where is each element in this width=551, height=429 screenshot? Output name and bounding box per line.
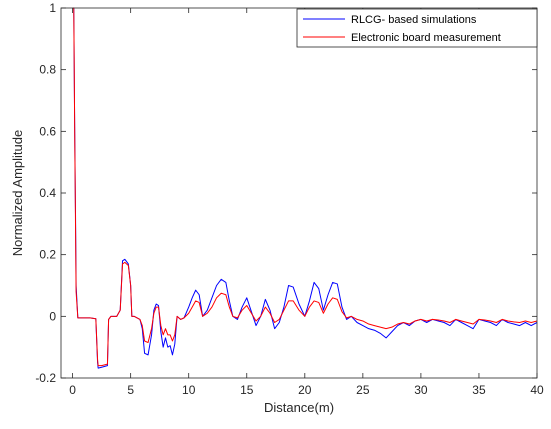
x-tick-label: 25: [356, 383, 370, 397]
y-tick-label: 0.2: [39, 248, 56, 262]
x-tick-label: 40: [530, 383, 544, 397]
x-axis: 0 5 10 15 20 25 30 35 40: [69, 8, 544, 397]
y-tick-label: 1: [49, 1, 56, 15]
legend-label-measurement: Electronic board measurement: [351, 32, 501, 44]
x-tick-label: 5: [127, 383, 134, 397]
x-tick-label: 15: [240, 383, 254, 397]
y-tick-label: 0.8: [39, 63, 56, 77]
series-layer: [72, 7, 538, 369]
legend-label-rlcg: RLCG- based simulations: [351, 14, 477, 26]
x-tick-label: 10: [182, 383, 196, 397]
x-axis-label: Distance(m): [264, 400, 334, 415]
x-tick-label: 35: [472, 383, 486, 397]
x-tick-label: 20: [298, 383, 312, 397]
series-line-measurement: [72, 7, 538, 367]
x-tick-label: 30: [414, 383, 428, 397]
y-tick-label: 0.6: [39, 124, 56, 138]
legend: RLCG- based simulations Electronic board…: [296, 8, 538, 48]
plot-area: [61, 8, 537, 378]
y-axis: -0.2 0 0.2 0.4 0.6 0.8 1: [35, 1, 537, 385]
y-tick-label: 0.4: [39, 186, 56, 200]
legend-box: [296, 8, 538, 48]
y-axis-label: Normalized Amplitude: [10, 130, 25, 256]
y-tick-label: -0.2: [35, 371, 56, 385]
y-tick-label: 0: [49, 309, 56, 323]
x-tick-label: 0: [69, 383, 76, 397]
